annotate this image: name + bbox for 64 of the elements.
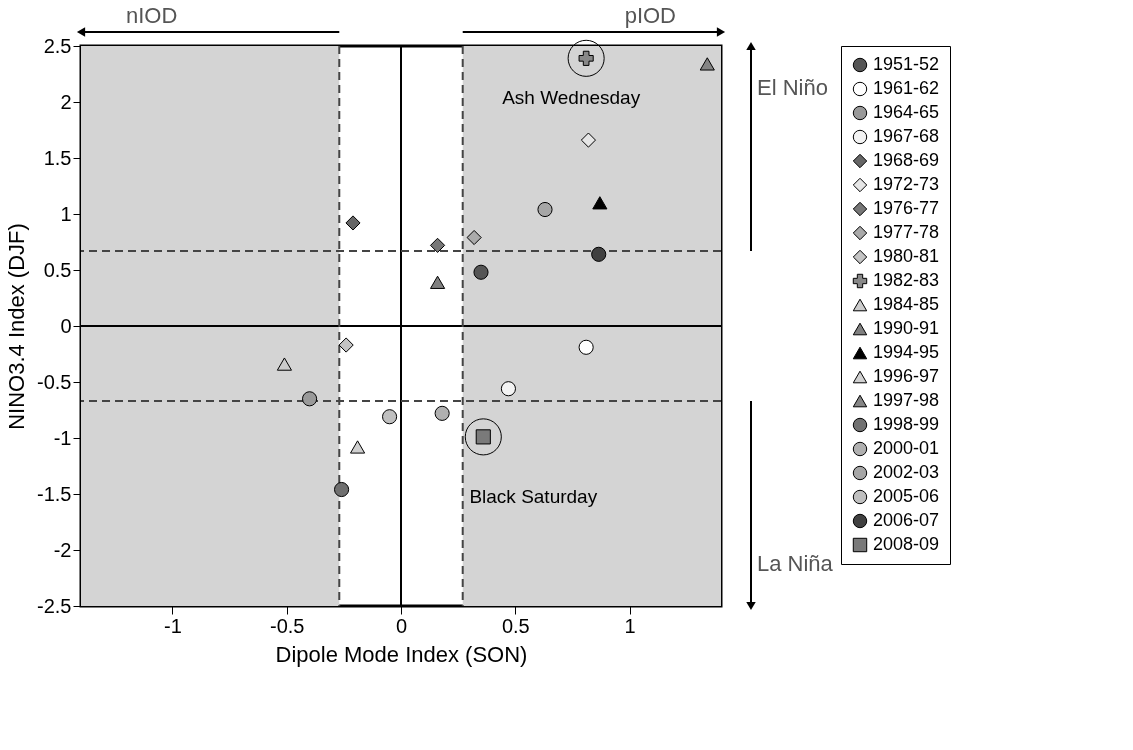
y-axis-title: NINO3.4 Index (DJF) [4,223,30,430]
text: pIOD [624,3,676,28]
legend-label: 1996-97 [873,366,940,386]
point [345,215,361,231]
x-tick-label: 0.5 [501,614,530,637]
y-tick-label: -2.5 [37,594,72,617]
x-tick-label: -1 [164,614,182,637]
legend-label: 2006-07 [873,510,940,530]
point [276,357,292,371]
y-tick-label: -0.5 [37,370,72,393]
annotation: Ash Wednesday [502,87,641,109]
x-tick-label: -0.5 [269,614,305,637]
point [338,337,354,353]
legend-label: 1951-52 [873,54,940,74]
point [580,132,596,148]
y-tick-label: -2 [53,538,72,561]
y-tick-label: 1 [60,202,72,225]
point [382,409,398,425]
point [350,440,366,454]
text: nIOD [126,3,178,28]
annotation: Black Saturday [469,485,598,507]
legend-label: 2002-03 [873,462,940,482]
y-tick-label: 2 [60,90,72,113]
point [302,391,318,407]
y-tick-label: 0.5 [43,258,72,281]
point [473,264,489,280]
legend-label: 1972-73 [873,174,940,194]
legend-label: 1980-81 [873,246,940,266]
legend-label: 1982-83 [873,270,940,290]
point [537,201,553,218]
point [699,57,715,71]
x-axis-title: Dipole Mode Index (SON) [275,641,528,667]
text: La Niña [757,551,834,576]
point [592,196,608,210]
legend-label: 1997-98 [873,390,940,410]
legend-label: 2008-09 [873,534,940,554]
legend-label: 1967-68 [873,126,940,146]
y-tick-label: -1 [53,426,72,449]
legend-label: 1976-77 [873,198,940,218]
y-tick-label: 0 [60,314,72,337]
y-tick-label: 1.5 [43,146,72,169]
legend-label: 1961-62 [873,78,940,98]
point [430,237,446,253]
legend-label: 1977-78 [873,222,940,242]
legend-label: 1998-99 [873,414,940,434]
text: El Niño [757,75,828,100]
point [591,246,607,262]
point [434,405,450,421]
legend-label: 1964-65 [873,102,940,122]
legend-label: 1968-69 [873,150,940,170]
point [500,381,516,397]
legend-label: 1990-91 [873,318,940,338]
y-tick-label: -1.5 [37,482,72,505]
point [578,339,594,355]
point [466,229,482,246]
x-tick-label: 0 [395,614,408,637]
point [430,275,446,289]
point [334,481,350,498]
y-tick-label: 2.5 [43,34,72,57]
legend-label: 2000-01 [873,438,940,458]
legend-label: 1994-95 [873,342,940,362]
x-tick-label: 1 [624,614,636,637]
legend-label: 1984-85 [873,294,940,314]
legend-label: 2005-06 [873,486,940,506]
